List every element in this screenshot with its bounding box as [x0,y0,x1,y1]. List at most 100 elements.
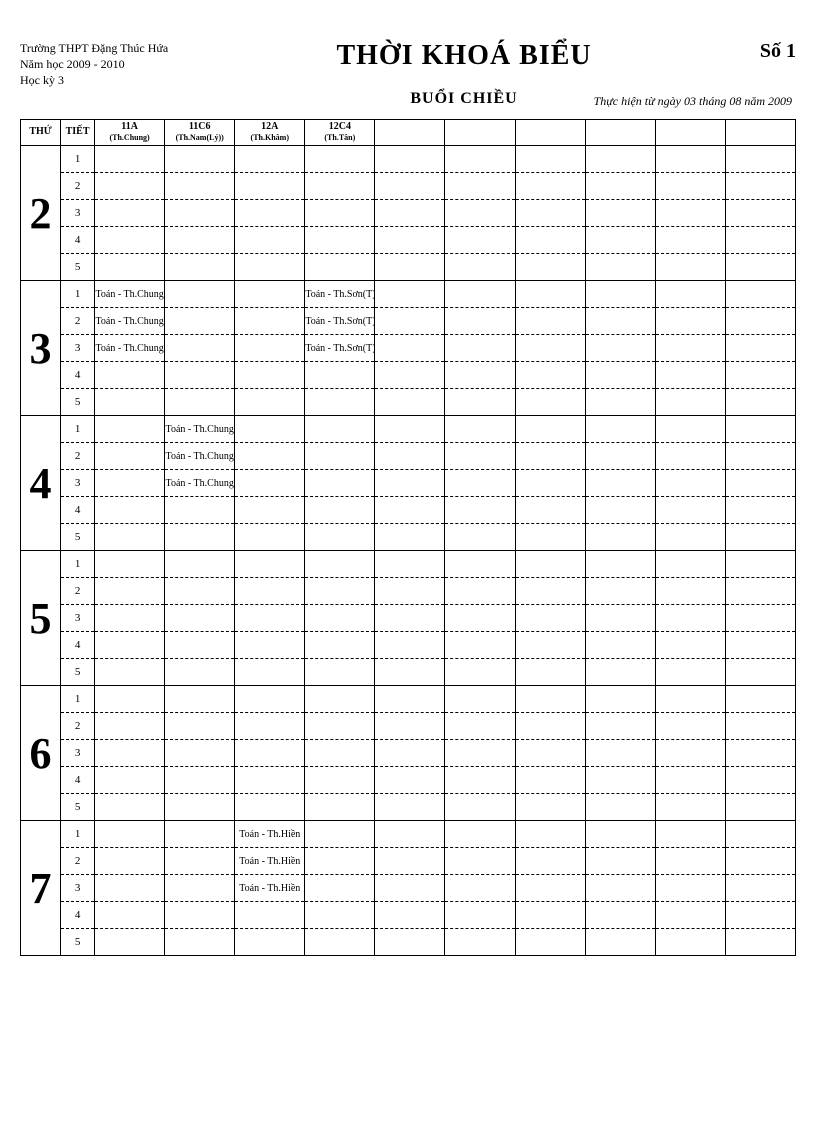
cell [305,470,375,497]
cell [165,848,235,875]
cell [235,713,305,740]
cell [375,146,445,173]
cell [515,551,585,578]
cell [375,632,445,659]
cell [375,281,445,308]
cell [95,659,165,686]
cell [585,821,655,848]
timetable: THỨTIẾT11A(Th.Chung)11C6(Th.Nam(Lý))12A(… [20,119,796,956]
cell [585,767,655,794]
period-number: 1 [61,281,95,308]
cell [305,524,375,551]
col-header-thu: THỨ [21,120,61,146]
cell [725,497,795,524]
cell [95,497,165,524]
cell [655,902,725,929]
cell [165,632,235,659]
cell [585,389,655,416]
col-header-blank-1 [445,120,515,146]
cell [725,767,795,794]
cell [95,875,165,902]
cell [235,146,305,173]
cell: Toán - Th.Hiền [235,821,305,848]
cell [375,416,445,443]
cell [95,524,165,551]
cell [165,497,235,524]
cell [445,794,515,821]
cell [305,902,375,929]
cell [585,578,655,605]
cell [165,227,235,254]
period-number: 3 [61,200,95,227]
cell: Toán - Th.Chung [95,335,165,362]
cell [655,227,725,254]
cell [655,470,725,497]
cell [95,902,165,929]
period-number: 5 [61,254,95,281]
cell [305,173,375,200]
cell [375,605,445,632]
cell [95,443,165,470]
period-number: 2 [61,173,95,200]
cell [725,875,795,902]
school-name: Trường THPT Đặng Thúc Hứa [20,40,168,56]
cell [375,254,445,281]
cell [235,416,305,443]
cell [515,848,585,875]
cell [445,605,515,632]
cell [95,551,165,578]
cell [585,227,655,254]
cell [445,200,515,227]
cell [445,470,515,497]
cell [585,281,655,308]
cell [725,146,795,173]
cell [515,200,585,227]
cell [235,632,305,659]
cell [165,254,235,281]
cell [165,281,235,308]
cell [515,578,585,605]
cell [375,227,445,254]
cell [95,173,165,200]
cell [655,929,725,956]
cell [165,740,235,767]
cell [445,659,515,686]
cell [305,254,375,281]
cell [515,605,585,632]
cell [235,173,305,200]
cell [725,173,795,200]
cell [235,200,305,227]
cell [725,335,795,362]
cell [375,713,445,740]
cell [585,173,655,200]
cell [305,713,375,740]
period-number: 4 [61,497,95,524]
cell [235,605,305,632]
school-info: Trường THPT Đặng Thúc Hứa Năm học 2009 -… [20,40,168,89]
cell [725,281,795,308]
cell [445,929,515,956]
cell [305,578,375,605]
cell [95,389,165,416]
cell [585,416,655,443]
period-number: 2 [61,308,95,335]
cell [235,470,305,497]
cell [515,227,585,254]
cell [655,821,725,848]
period-number: 3 [61,470,95,497]
cell [655,686,725,713]
cell: Toán - Th.Chung [165,443,235,470]
cell [305,929,375,956]
cell [305,389,375,416]
cell [445,686,515,713]
cell [375,200,445,227]
cell: Toán - Th.Hiền [235,875,305,902]
cell [375,443,445,470]
period-number: 1 [61,146,95,173]
cell [95,416,165,443]
cell [165,659,235,686]
cell [165,362,235,389]
cell [655,281,725,308]
cell [445,875,515,902]
cell [445,713,515,740]
